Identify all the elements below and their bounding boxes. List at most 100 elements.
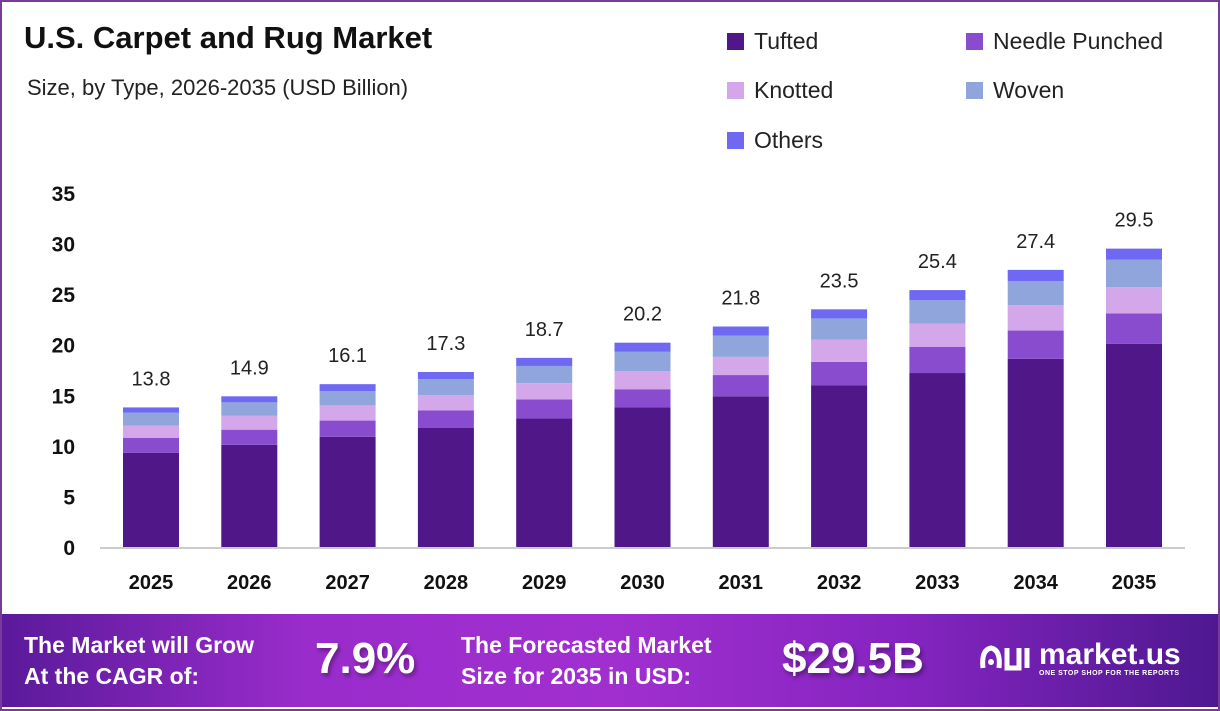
legend-label: Others: [754, 127, 824, 153]
bar-segment-woven: [712, 335, 769, 357]
bar-segment-woven: [811, 318, 868, 340]
bar-segment-others: [614, 342, 671, 352]
bar-segment-others: [811, 309, 868, 319]
x-tick-label: 2028: [424, 572, 469, 594]
y-tick-label: 5: [63, 486, 75, 509]
x-tick-label: 2033: [915, 572, 960, 594]
bar-segment-knotted: [1106, 287, 1162, 314]
bar-segment-knotted: [516, 383, 573, 400]
bar-segment-tufted: [1007, 358, 1064, 547]
data-label: 29.5: [1115, 210, 1154, 232]
legend-item-needle-punched: Needle Punched: [966, 28, 1163, 55]
bar-segment-woven: [221, 402, 278, 416]
bar-segment-others: [516, 357, 573, 366]
bar-segment-knotted: [811, 339, 868, 362]
market-us-logo-icon: [980, 645, 1030, 671]
bar-segment-others: [1106, 248, 1162, 260]
bar-segment-tufted: [909, 373, 966, 547]
legend-item-knotted: Knotted: [727, 77, 833, 104]
y-tick-label: 30: [52, 234, 75, 257]
legend-swatch: [727, 33, 744, 50]
brand-logo: market.us ONE STOP SHOP FOR THE REPORTS: [977, 638, 1181, 678]
data-label: 20.2: [623, 304, 662, 326]
legend-label: Tufted: [754, 28, 819, 54]
data-label: 17.3: [426, 333, 465, 355]
legend-label: Knotted: [754, 77, 834, 103]
data-label: 25.4: [918, 251, 957, 273]
legend-item-woven: Woven: [966, 77, 1064, 104]
bar-segment-needle-punched: [811, 361, 868, 386]
bar-segment-others: [123, 407, 179, 413]
data-label: 14.9: [230, 357, 269, 379]
bar-segment-woven: [1106, 259, 1162, 288]
x-tick-label: 2026: [227, 572, 272, 594]
bar-segment-knotted: [1007, 305, 1064, 331]
data-label: 18.7: [525, 319, 564, 341]
bar-segment-tufted: [221, 444, 278, 547]
bar-segment-woven: [123, 412, 179, 426]
bar-segment-needle-punched: [1007, 330, 1064, 359]
bar-segment-tufted: [123, 452, 179, 547]
x-tick-label: 2030: [620, 572, 665, 594]
bar-segment-needle-punched: [221, 429, 278, 445]
bar-segment-needle-punched: [319, 420, 376, 437]
bar-segment-tufted: [1106, 343, 1162, 547]
footer-banner: The Market will Grow At the CAGR of: 7.9…: [2, 614, 1218, 707]
bar-segment-knotted: [614, 371, 671, 390]
data-label: 23.5: [820, 270, 859, 292]
bar-segment-tufted: [811, 385, 868, 547]
bar-segment-others: [712, 326, 769, 336]
bar-segment-tufted: [712, 396, 769, 547]
bar-segment-others: [319, 384, 376, 392]
bar-segment-tufted: [417, 427, 474, 547]
forecast-value: $29.5B: [782, 634, 924, 683]
bar-segment-woven: [319, 391, 376, 406]
data-label: 13.8: [132, 368, 171, 390]
bar-segment-needle-punched: [909, 346, 966, 374]
y-tick-label: 10: [52, 436, 75, 459]
bar-segment-woven: [516, 365, 573, 384]
bar-segment-needle-punched: [1106, 313, 1162, 344]
chart-plot: 0510152025303513.8202514.9202616.1202717…: [52, 183, 1185, 594]
bar-segment-woven: [909, 300, 966, 324]
bar-segment-knotted: [319, 405, 376, 421]
data-label: 27.4: [1016, 231, 1055, 253]
data-label: 21.8: [721, 288, 760, 310]
bar-segment-tufted: [614, 407, 671, 547]
y-tick-label: 35: [52, 183, 76, 206]
forecast-label: The Forecasted Market Size for 2035 in U…: [461, 630, 712, 692]
chart-subtitle: Size, by Type, 2026-2035 (USD Billion): [27, 75, 409, 100]
legend-label: Needle Punched: [993, 28, 1164, 54]
x-tick-label: 2029: [522, 572, 567, 594]
x-tick-label: 2031: [719, 572, 764, 594]
legend-swatch: [966, 33, 983, 50]
forecast-label-line1: The Forecasted Market: [461, 632, 712, 658]
bar-segment-knotted: [123, 425, 179, 438]
x-tick-label: 2032: [817, 572, 862, 594]
bar-segment-others: [417, 372, 474, 380]
bar-segment-tufted: [319, 436, 376, 547]
x-tick-label: 2025: [129, 572, 174, 594]
bar-segment-needle-punched: [417, 410, 474, 428]
x-tick-label: 2027: [325, 572, 370, 594]
cagr-label-line2: At the CAGR of:: [24, 663, 200, 689]
chart-title: U.S. Carpet and Rug Market: [24, 20, 433, 55]
x-tick-label: 2035: [1112, 572, 1157, 594]
y-tick-label: 25: [52, 284, 76, 307]
bar-segment-knotted: [221, 415, 278, 430]
cagr-value: 7.9%: [315, 634, 416, 683]
bar-segment-woven: [614, 351, 671, 372]
legend-label: Woven: [993, 77, 1065, 103]
bar-segment-woven: [1007, 280, 1064, 306]
y-tick-label: 15: [52, 385, 76, 408]
forecast-label-line2: Size for 2035 in USD:: [461, 663, 692, 689]
bar-segment-others: [221, 396, 278, 403]
bar-segment-woven: [417, 379, 474, 396]
bar-segment-needle-punched: [516, 399, 573, 419]
legend-swatch: [966, 82, 983, 99]
y-tick-label: 0: [63, 537, 75, 560]
bar-segment-needle-punched: [614, 389, 671, 408]
bar-segment-knotted: [909, 323, 966, 347]
bar-segment-others: [1007, 269, 1064, 281]
